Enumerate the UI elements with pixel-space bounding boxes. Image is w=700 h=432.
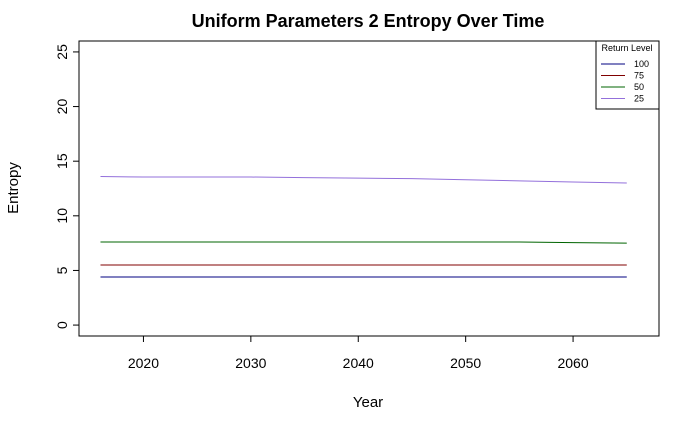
x-tick-label: 2030 (235, 355, 266, 371)
y-tick-label: 15 (54, 153, 70, 169)
legend-label-50: 50 (634, 82, 644, 92)
x-tick-label: 2040 (343, 355, 374, 371)
legend-label-75: 75 (634, 71, 644, 81)
y-tick-label: 0 (54, 321, 70, 329)
y-tick-label: 20 (54, 99, 70, 115)
series-lines (100, 175, 627, 278)
x-axis: 2020 2030 2040 2050 2060 (128, 336, 589, 371)
x-axis-label: Year (353, 394, 383, 411)
y-tick-label: 25 (54, 44, 70, 60)
series-line-50 (100, 241, 627, 244)
y-axis-label: Entropy (5, 162, 22, 214)
legend-label-25: 25 (634, 94, 644, 104)
legend-title: Return Level (601, 43, 652, 53)
y-tick-label: 10 (54, 208, 70, 224)
x-tick-label: 2060 (557, 355, 588, 371)
legend-label-100: 100 (634, 59, 649, 69)
series-line-25 (100, 175, 627, 184)
plot-area (78, 40, 660, 337)
y-axis: 0 5 10 15 20 25 (54, 44, 79, 329)
y-tick-label: 5 (54, 266, 70, 274)
x-tick-label: 2050 (450, 355, 481, 371)
x-tick-label: 2020 (128, 355, 159, 371)
chart-title: Uniform Parameters 2 Entropy Over Time (192, 11, 545, 31)
